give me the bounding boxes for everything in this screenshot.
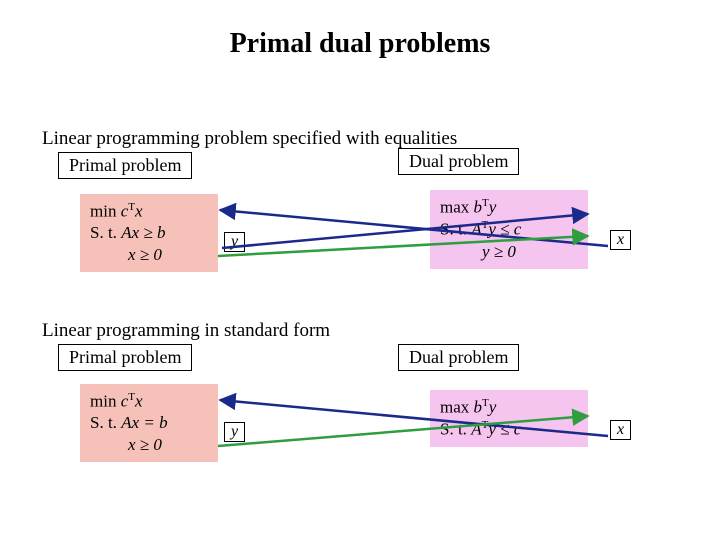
math-text: Ax = b [121,413,167,432]
math-text: y ≤ c [488,420,521,439]
math-text: T [482,397,489,409]
math-text: S. t. [90,223,121,242]
math-text: x ≥ 0 [128,435,162,454]
section2-primal-math: min cTx S. t. Ax = b x ≥ 0 [80,384,218,462]
section2-primal-label: Primal problem [58,344,192,371]
math-text: Ax ≥ b [121,223,165,242]
math-text: y [489,398,497,417]
section2-heading: Linear programming in standard form [42,320,330,342]
math-text: S. t. [440,420,471,439]
section1-heading: Linear programming problem specified wit… [42,128,457,150]
section1-var-y: y [224,232,245,252]
section2-var-y: y [224,422,245,442]
math-text: T [482,197,489,209]
section2-dual-label: Dual problem [398,344,519,371]
math-text: x [135,392,143,411]
math-text: x [135,202,143,221]
section1-dual-label: Dual problem [398,148,519,175]
math-text: y ≤ c [488,220,521,239]
math-text: T [128,391,135,403]
math-text: A [471,420,481,439]
math-text: b [474,198,483,217]
math-text: x ≥ 0 [128,245,162,264]
section1-var-x: x [610,230,631,250]
math-text: y [489,198,497,217]
section2-dual-math: max bTy S. t. ATy ≤ c [430,390,588,447]
slide-title: Primal dual problems [0,28,720,60]
math-text: S. t. [440,220,471,239]
math-text: b [474,398,483,417]
section2-var-x: x [610,420,631,440]
math-text: A [471,220,481,239]
math-text: S. t. [90,413,121,432]
section1-dual-math: max bTy S. t. ATy ≤ c y ≥ 0 [430,190,588,269]
math-text: min [90,392,121,411]
slide: Primal dual problems Linear programming … [0,0,720,540]
math-text: min [90,202,121,221]
math-text: y ≥ 0 [482,242,516,261]
math-text: max [440,398,474,417]
math-text: T [128,201,135,213]
math-text: max [440,198,474,217]
section1-primal-math: min cTx S. t. Ax ≥ b x ≥ 0 [80,194,218,272]
section1-primal-label: Primal problem [58,152,192,179]
